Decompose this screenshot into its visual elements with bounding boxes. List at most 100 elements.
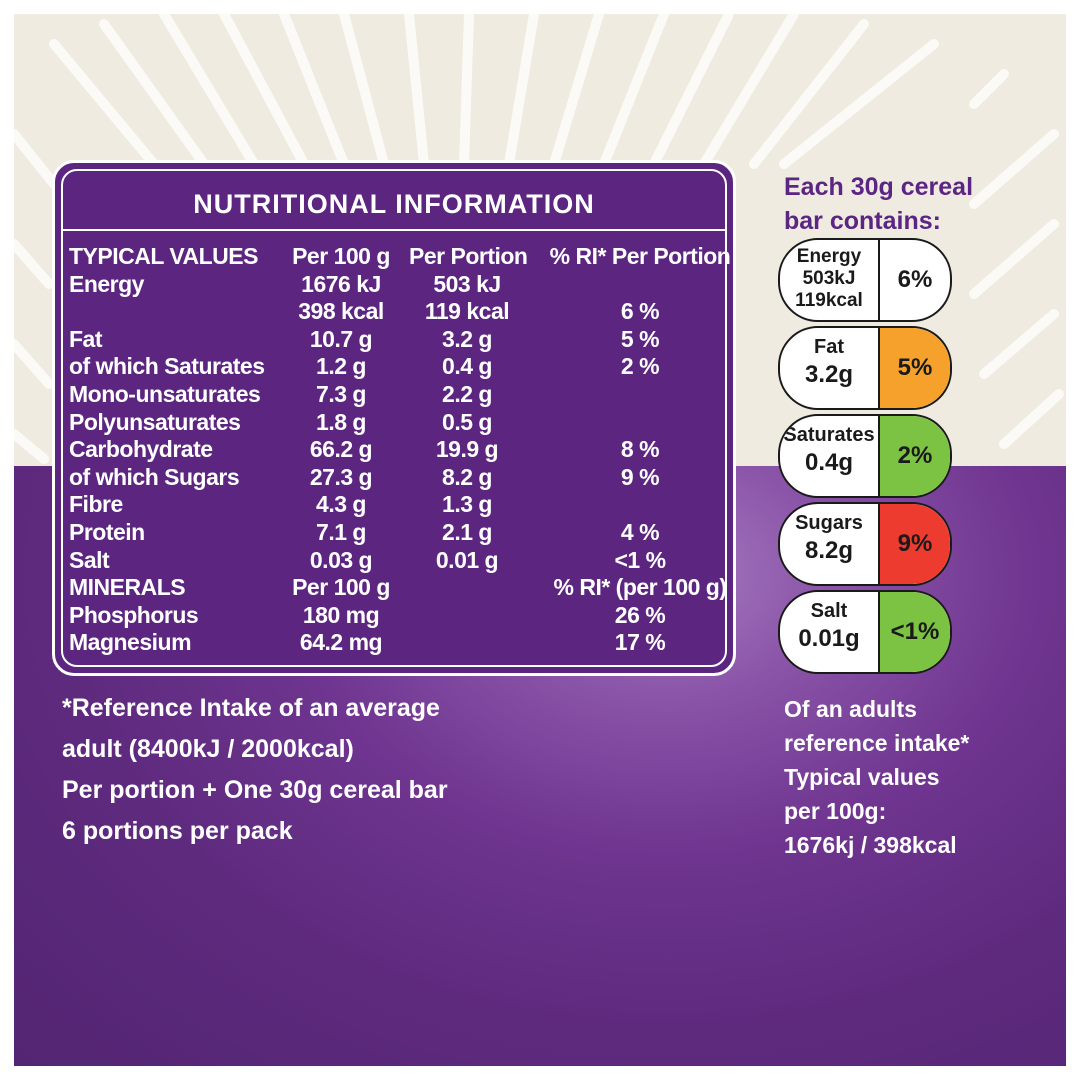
table-cell: Per 100 g (292, 243, 390, 269)
traffic-light-labels: Energy 503kJ 119kcal 6% Fat 3.2g 5% Saturat… (778, 238, 952, 684)
panel-inner-border (61, 169, 727, 667)
table-cell: Magnesium (69, 629, 192, 656)
gda-label-sugars: Sugars 8.2g 9% (778, 502, 952, 586)
table-row: Phosphorus 180 mg 26 % (55, 602, 733, 630)
table-cell: Energy (69, 270, 144, 297)
table-cell: Fibre (69, 491, 123, 518)
table-cell: of which Sugars (69, 463, 240, 490)
table-cell: 8.2 g (442, 463, 492, 490)
table-cell: Carbohydrate (69, 436, 213, 463)
nutrition-table-panel: NUTRITIONAL INFORMATION TYPICAL VALUES Pe… (52, 160, 736, 676)
table-cell: 10.7 g (309, 325, 373, 352)
gda-label-text: Fat 3.2g (780, 328, 880, 408)
reference-intake-note: Of an adults reference intake* Typical v… (784, 692, 1034, 862)
footnote-line: Per portion + One 30g cereal bar (62, 776, 448, 804)
gda-label-name: Sugars (795, 512, 863, 534)
table-row: MINERALS Per 100 g % RI* (per 100 g) (55, 574, 733, 602)
table-row: Fibre 4.3 g 1.3 g (55, 491, 733, 519)
table-cell: 503 kJ (433, 270, 501, 297)
table-cell: 8 % (620, 436, 660, 463)
gda-heading-line: Each 30g cereal (784, 173, 974, 201)
table-cell: 1.2 g (316, 353, 366, 380)
gda-heading-line: bar contains: (784, 207, 941, 235)
note-line: per 100g: (784, 798, 887, 824)
table-cell: 0.03 g (309, 546, 373, 573)
table-row: Carbohydrate 66.2 g 19.9 g 8 % (55, 436, 733, 464)
table-cell: 3.2 g (442, 325, 492, 352)
gda-label-kj: 503kJ (802, 268, 856, 289)
gda-label-percent: 9% (880, 504, 950, 584)
table-cell: 119 kcal (424, 298, 510, 325)
table-cell: Polyunsaturates (69, 408, 241, 435)
note-line: reference intake* (784, 730, 970, 756)
gda-label-text: Energy 503kJ 119kcal (780, 240, 880, 320)
gda-label-value: 0.01g (798, 625, 860, 652)
gda-label-name: Saturates (783, 424, 875, 446)
gda-heading: Each 30g cereal bar contains: (784, 170, 1024, 238)
table-row: Protein 7.1 g 2.1 g 4 % (55, 519, 733, 547)
gda-label-kcal: 119kcal (795, 290, 863, 311)
table-cell: 1676 kJ (301, 270, 381, 297)
table-cell: 7.1 g (316, 519, 366, 545)
table-cell: 4 % (620, 519, 660, 545)
table-cell: 66.2 g (309, 436, 373, 463)
title-divider (61, 229, 727, 231)
table-cell: MINERALS (69, 574, 186, 601)
table-cell: 27.3 g (309, 463, 373, 490)
gda-label-name: Fat (814, 336, 844, 358)
gda-label-energy: Energy 503kJ 119kcal 6% (778, 238, 952, 322)
footnote-line: *Reference Intake of an average (62, 694, 440, 722)
table-cell: 2.1 g (442, 519, 492, 545)
note-line: Typical values (784, 764, 940, 790)
table-row: Salt 0.03 g 0.01 g <1 % (55, 547, 733, 575)
note-line: 1676kj / 398kcal (784, 832, 957, 858)
table-cell: 7.3 g (316, 381, 366, 407)
table-cell: Per 100 g (292, 574, 390, 601)
background-rays (14, 14, 1064, 464)
table-cell: 26 % (614, 601, 666, 628)
gda-label-name: Salt (810, 600, 848, 622)
table-cell: Mono-unsaturates (69, 381, 261, 407)
table-row: 398 kcal 119 kcal 6 % (55, 298, 733, 326)
gda-label-value: 3.2g (804, 361, 854, 388)
footnote-line: adult (8400kJ / 2000kcal) (62, 735, 354, 763)
footnote: *Reference Intake of an average adult (8… (62, 688, 582, 852)
gda-label-fat: Fat 3.2g 5% (778, 326, 952, 410)
gda-label-saturates: Saturates 0.4g 2% (778, 414, 952, 498)
gda-label-text: Saturates 0.4g (780, 416, 880, 496)
table-cell: 180 mg (302, 601, 380, 628)
note-line: Of an adults (784, 696, 917, 722)
table-cell: Per Portion (409, 243, 528, 269)
gda-label-value: 0.4g (804, 449, 854, 476)
table-cell: 2.2 g (442, 381, 492, 407)
table-row: of which Saturates 1.2 g 0.4 g 2 % (55, 353, 733, 381)
table-cell: 9 % (620, 463, 660, 490)
table-cell: 0.4 g (442, 353, 492, 380)
table-cell: Phosphorus (69, 601, 199, 628)
table-cell: 0.01 g (435, 546, 499, 573)
table-cell: 0.5 g (442, 408, 492, 435)
table-cell: Fat (69, 325, 103, 352)
table-cell: 1.3 g (442, 491, 492, 518)
table-cell: 17 % (614, 629, 666, 656)
gda-label-text: Sugars 8.2g (780, 504, 880, 584)
table-row: Polyunsaturates 1.8 g 0.5 g (55, 409, 733, 437)
table-cell: 1.8 g (316, 408, 366, 435)
gda-label-percent: 2% (880, 416, 950, 496)
gda-label-percent: 5% (880, 328, 950, 408)
table-cell: 4.3 g (316, 491, 366, 518)
table-row: Energy 1676 kJ 503 kJ (55, 271, 733, 299)
gda-label-salt: Salt 0.01g <1% (778, 590, 952, 674)
table-cell: TYPICAL VALUES (69, 243, 258, 269)
table-cell: % RI* Per Portion (549, 243, 731, 269)
table-cell: 19.9 g (435, 436, 499, 463)
table-cell: 398 kcal (298, 298, 384, 325)
table-cell: <1 % (614, 546, 666, 573)
gda-label-value: 8.2g (804, 537, 854, 564)
table-cell: 2 % (620, 353, 660, 380)
gda-label-name: Energy (796, 246, 862, 267)
footnote-line: 6 portions per pack (62, 817, 293, 845)
table-row: Magnesium 64.2 mg 17 % (55, 629, 733, 657)
table-row: Fat 10.7 g 3.2 g 5 % (55, 326, 733, 354)
table-cell: of which Saturates (69, 353, 265, 380)
